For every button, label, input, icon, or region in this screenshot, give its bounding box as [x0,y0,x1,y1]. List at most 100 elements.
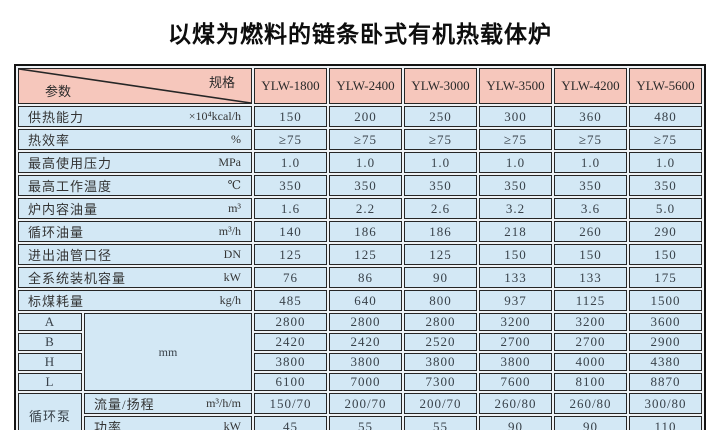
value-cell: 90 [554,416,627,430]
page-title: 以煤为燃料的链条卧式有机热载体炉 [168,21,552,47]
pump-sub-label-cell: 流量/扬程 m³/h/m [84,393,252,414]
spec-table: 规格 参数 YLW-1800 YLW-2400 YLW-3000 YLW-350… [14,64,706,430]
row-label: 标煤耗量 [28,294,85,309]
value-cell: 350 [254,175,327,196]
value-cell: 200/70 [404,393,477,414]
table-row: 全系统装机容量 kW 76 86 90 133 133 175 [18,267,702,288]
row-label-cell: 最高使用压力 MPa [18,152,252,173]
value-cell: 2420 [254,333,327,351]
value-cell: 1.0 [254,152,327,173]
value-cell: 45 [254,416,327,430]
value-cell: ≥75 [254,129,327,150]
value-cell: 150 [479,244,552,265]
table-row: 最高工作温度 ℃ 350 350 350 350 350 350 [18,175,702,196]
value-cell: 1125 [554,290,627,311]
row-label: 最高使用压力 [28,156,113,171]
value-cell: 640 [329,290,402,311]
value-cell: 1.0 [404,152,477,173]
row-label: 供热能力 [28,110,85,125]
value-cell: 2700 [554,333,627,351]
row-unit: % [231,132,241,146]
value-cell: 218 [479,221,552,242]
row-label-cell: 全系统装机容量 kW [18,267,252,288]
column-header-ylw-3500: YLW-3500 [479,68,552,104]
value-cell: 350 [629,175,702,196]
row-label: 热效率 [28,133,71,148]
table-row: H 3800 3800 3800 3800 4000 4380 [18,353,702,371]
value-cell: 3800 [479,353,552,371]
value-cell: 2900 [629,333,702,351]
value-cell: ≥75 [554,129,627,150]
value-cell: 150 [554,244,627,265]
value-cell: 125 [404,244,477,265]
diagonal-line [19,69,251,103]
value-cell: 350 [404,175,477,196]
value-cell: 290 [629,221,702,242]
table-row: 进出油管口径 DN 125 125 125 150 150 150 [18,244,702,265]
value-cell: 1.6 [254,198,327,219]
value-cell: 300/80 [629,393,702,414]
value-cell: 3200 [554,313,627,331]
value-cell: 485 [254,290,327,311]
row-unit: DN [223,247,241,261]
value-cell: 133 [479,267,552,288]
value-cell: 86 [329,267,402,288]
table-row: 供热能力 ×10⁴kcal/h 150 200 250 300 360 480 [18,106,702,127]
row-label: 循环油量 [28,225,85,240]
header-row: 规格 参数 YLW-1800 YLW-2400 YLW-3000 YLW-350… [18,68,702,104]
value-cell: 480 [629,106,702,127]
value-cell: 2520 [404,333,477,351]
column-header-ylw-5600: YLW-5600 [629,68,702,104]
pump-sub-label-cell: 功率 kW [84,416,252,430]
value-cell: 800 [404,290,477,311]
row-label-cell: 循环油量 m³/h [18,221,252,242]
value-cell: 1.0 [479,152,552,173]
value-cell: 350 [554,175,627,196]
row-label-cell: 标煤耗量 kg/h [18,290,252,311]
value-cell: 6100 [254,373,327,391]
value-cell: 175 [629,267,702,288]
value-cell: 7600 [479,373,552,391]
value-cell: 1500 [629,290,702,311]
row-label: 炉内容油量 [28,202,99,217]
row-unit: ×10⁴kcal/h [188,109,241,123]
value-cell: ≥75 [629,129,702,150]
row-unit: m³/h/m [206,396,241,410]
value-cell: 140 [254,221,327,242]
dim-letter: H [18,353,82,371]
table-row: B 2420 2420 2520 2700 2700 2900 [18,333,702,351]
value-cell: 8100 [554,373,627,391]
table-row: 循环油量 m³/h 140 186 186 218 260 290 [18,221,702,242]
value-cell: 260/80 [479,393,552,414]
value-cell: 7300 [404,373,477,391]
row-label-cell: 炉内容油量 m³ [18,198,252,219]
value-cell: 2800 [329,313,402,331]
value-cell: 360 [554,106,627,127]
value-cell: 90 [404,267,477,288]
table-row: 循环泵 流量/扬程 m³/h/m 150/70 200/70 200/70 260/80 26… [18,393,702,430]
value-cell: 3.6 [554,198,627,219]
row-label: 全系统装机容量 [28,271,127,286]
row-label-cell: 最高工作温度 ℃ [18,175,252,196]
row-label-cell: 热效率% [18,129,252,150]
value-cell: 2700 [479,333,552,351]
corner-param-label: 参数 [45,84,72,99]
value-cell: 3200 [479,313,552,331]
value-cell: 125 [254,244,327,265]
value-cell: 200 [329,106,402,127]
value-cell: 55 [329,416,402,430]
value-cell: 186 [404,221,477,242]
value-cell: 7000 [329,373,402,391]
value-cell: 2800 [404,313,477,331]
row-unit: m³/h [218,224,241,238]
row-label-cell: 进出油管口径 DN [18,244,252,265]
value-cell: 1.0 [329,152,402,173]
value-cell: 125 [329,244,402,265]
row-label: 进出油管口径 [28,248,113,263]
value-cell: 250 [404,106,477,127]
value-cell: 200/70 [329,393,402,414]
value-cell: 55 [404,416,477,430]
value-cell: 2.2 [329,198,402,219]
value-cell: 260 [554,221,627,242]
dim-letter: A [18,313,82,331]
